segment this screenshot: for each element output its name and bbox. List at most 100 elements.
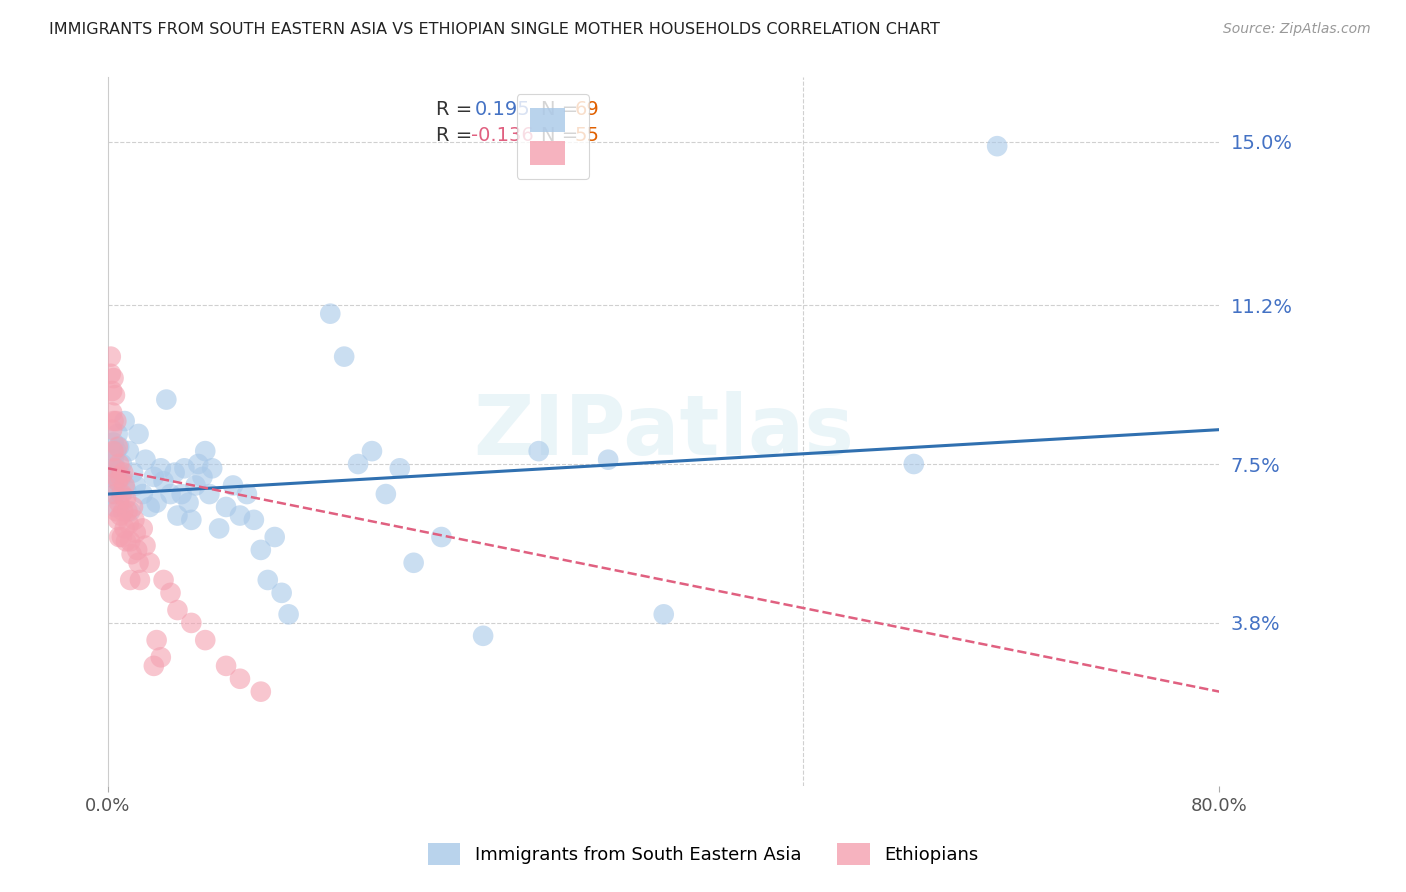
Point <box>107 440 129 454</box>
Point <box>250 542 273 557</box>
Point <box>104 500 127 514</box>
Point <box>107 513 129 527</box>
Point <box>152 474 174 488</box>
Point <box>108 466 131 480</box>
Point <box>243 513 266 527</box>
Point <box>105 444 128 458</box>
Point <box>191 470 214 484</box>
Point <box>194 633 217 648</box>
Point <box>104 388 127 402</box>
Point <box>110 470 132 484</box>
Text: Source: ZipAtlas.com: Source: ZipAtlas.com <box>1223 22 1371 37</box>
Point <box>250 684 273 698</box>
Point <box>132 487 155 501</box>
Point <box>107 426 129 441</box>
Point <box>101 470 124 484</box>
Point <box>120 534 142 549</box>
Point <box>105 504 128 518</box>
Point <box>430 530 453 544</box>
Point <box>111 457 134 471</box>
Point <box>138 500 160 514</box>
Point <box>402 556 425 570</box>
Point <box>166 603 188 617</box>
Point <box>229 508 252 523</box>
Point <box>100 367 122 381</box>
Point <box>138 556 160 570</box>
Point <box>152 573 174 587</box>
Point <box>111 530 134 544</box>
Point <box>270 586 292 600</box>
Point <box>222 478 245 492</box>
Point <box>114 478 136 492</box>
Text: R =: R = <box>436 100 478 119</box>
Point <box>108 440 131 454</box>
Point <box>194 444 217 458</box>
Text: ZIPatlas: ZIPatlas <box>474 392 855 472</box>
Point <box>374 487 396 501</box>
Point <box>128 426 150 441</box>
Point <box>134 539 156 553</box>
Point <box>112 466 135 480</box>
Point <box>103 371 125 385</box>
Point <box>159 487 181 501</box>
Point <box>107 474 129 488</box>
Point <box>118 517 141 532</box>
Point <box>166 508 188 523</box>
Point <box>101 423 124 437</box>
Point <box>101 487 124 501</box>
Point <box>115 491 138 506</box>
Point <box>121 547 143 561</box>
Point <box>347 457 370 471</box>
Point <box>108 496 131 510</box>
Point <box>184 478 207 492</box>
Point <box>472 629 495 643</box>
Point <box>903 457 925 471</box>
Point <box>120 504 142 518</box>
Point <box>201 461 224 475</box>
Point <box>114 521 136 535</box>
Point <box>108 457 131 471</box>
Point <box>163 466 186 480</box>
Point <box>115 534 138 549</box>
Point <box>170 487 193 501</box>
Point <box>159 586 181 600</box>
Point <box>236 487 259 501</box>
Point <box>112 504 135 518</box>
Point <box>127 542 149 557</box>
Text: 0.195: 0.195 <box>475 100 530 119</box>
Point <box>652 607 675 622</box>
Point <box>145 496 167 510</box>
Text: N =: N = <box>541 100 585 119</box>
Point <box>263 530 285 544</box>
Point <box>142 659 165 673</box>
Point <box>104 487 127 501</box>
Point <box>125 478 148 492</box>
Point <box>111 487 134 501</box>
Point <box>129 573 152 587</box>
Point <box>122 466 145 480</box>
Point <box>256 573 278 587</box>
Point <box>100 350 122 364</box>
Point <box>124 513 146 527</box>
Text: IMMIGRANTS FROM SOUTH EASTERN ASIA VS ETHIOPIAN SINGLE MOTHER HOUSEHOLDS CORRELA: IMMIGRANTS FROM SOUTH EASTERN ASIA VS ET… <box>49 22 941 37</box>
Point <box>115 483 138 497</box>
Point <box>105 470 128 484</box>
Point <box>187 457 209 471</box>
Point <box>107 474 129 488</box>
Legend: , : , <box>516 95 589 178</box>
Point <box>105 461 128 475</box>
Point <box>125 525 148 540</box>
Point <box>155 392 177 407</box>
Point <box>527 444 550 458</box>
Point <box>101 405 124 419</box>
Point <box>388 461 411 475</box>
Point <box>103 414 125 428</box>
Point <box>145 633 167 648</box>
Point <box>598 452 620 467</box>
Point <box>104 478 127 492</box>
Point <box>101 384 124 398</box>
Point <box>134 452 156 467</box>
Text: 69: 69 <box>575 100 599 119</box>
Point <box>277 607 299 622</box>
Text: N =: N = <box>541 126 585 145</box>
